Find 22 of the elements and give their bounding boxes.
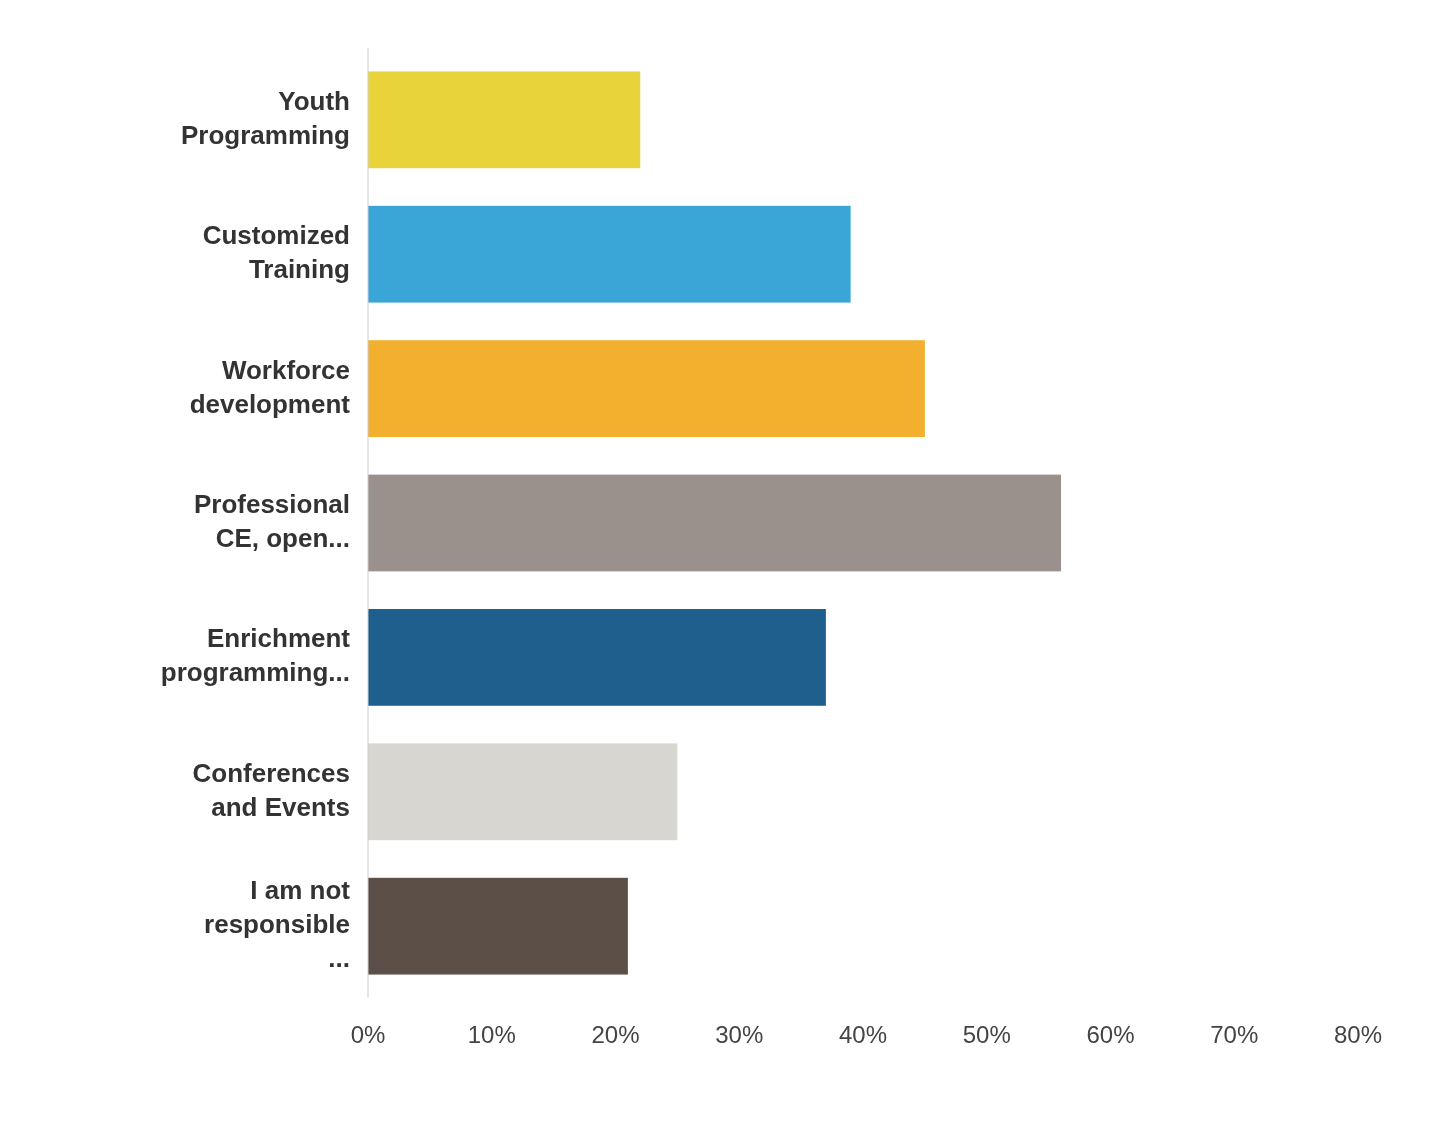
y-tick-label: Enrichment programming...	[160, 623, 351, 688]
bar	[368, 71, 641, 169]
y-tick-label: Workforce development	[189, 354, 351, 419]
x-tick-label: 50%	[962, 1021, 1011, 1048]
x-tick-label: 30%	[715, 1021, 764, 1048]
bar	[368, 340, 925, 437]
x-tick-label: 80%	[1333, 1021, 1383, 1048]
x-tick-label: 60%	[1086, 1021, 1135, 1048]
y-tick-label: Customized Training	[202, 220, 350, 285]
bar	[368, 474, 1061, 572]
x-tick-label: 20%	[591, 1021, 640, 1048]
x-tick-label: 0%	[350, 1021, 386, 1048]
bar	[368, 609, 826, 706]
y-tick-label: Professional CE, open...	[193, 488, 350, 553]
x-tick-label: 10%	[467, 1021, 516, 1048]
x-tick-label: 70%	[1210, 1021, 1259, 1048]
bar	[368, 877, 628, 975]
x-tick-label: 40%	[838, 1021, 888, 1048]
bar	[368, 205, 851, 303]
y-tick-label: Conferences and Events	[192, 757, 350, 822]
y-tick-label: I am not responsible ...	[204, 875, 351, 974]
y-tick-label: Youth Programming	[180, 85, 350, 150]
